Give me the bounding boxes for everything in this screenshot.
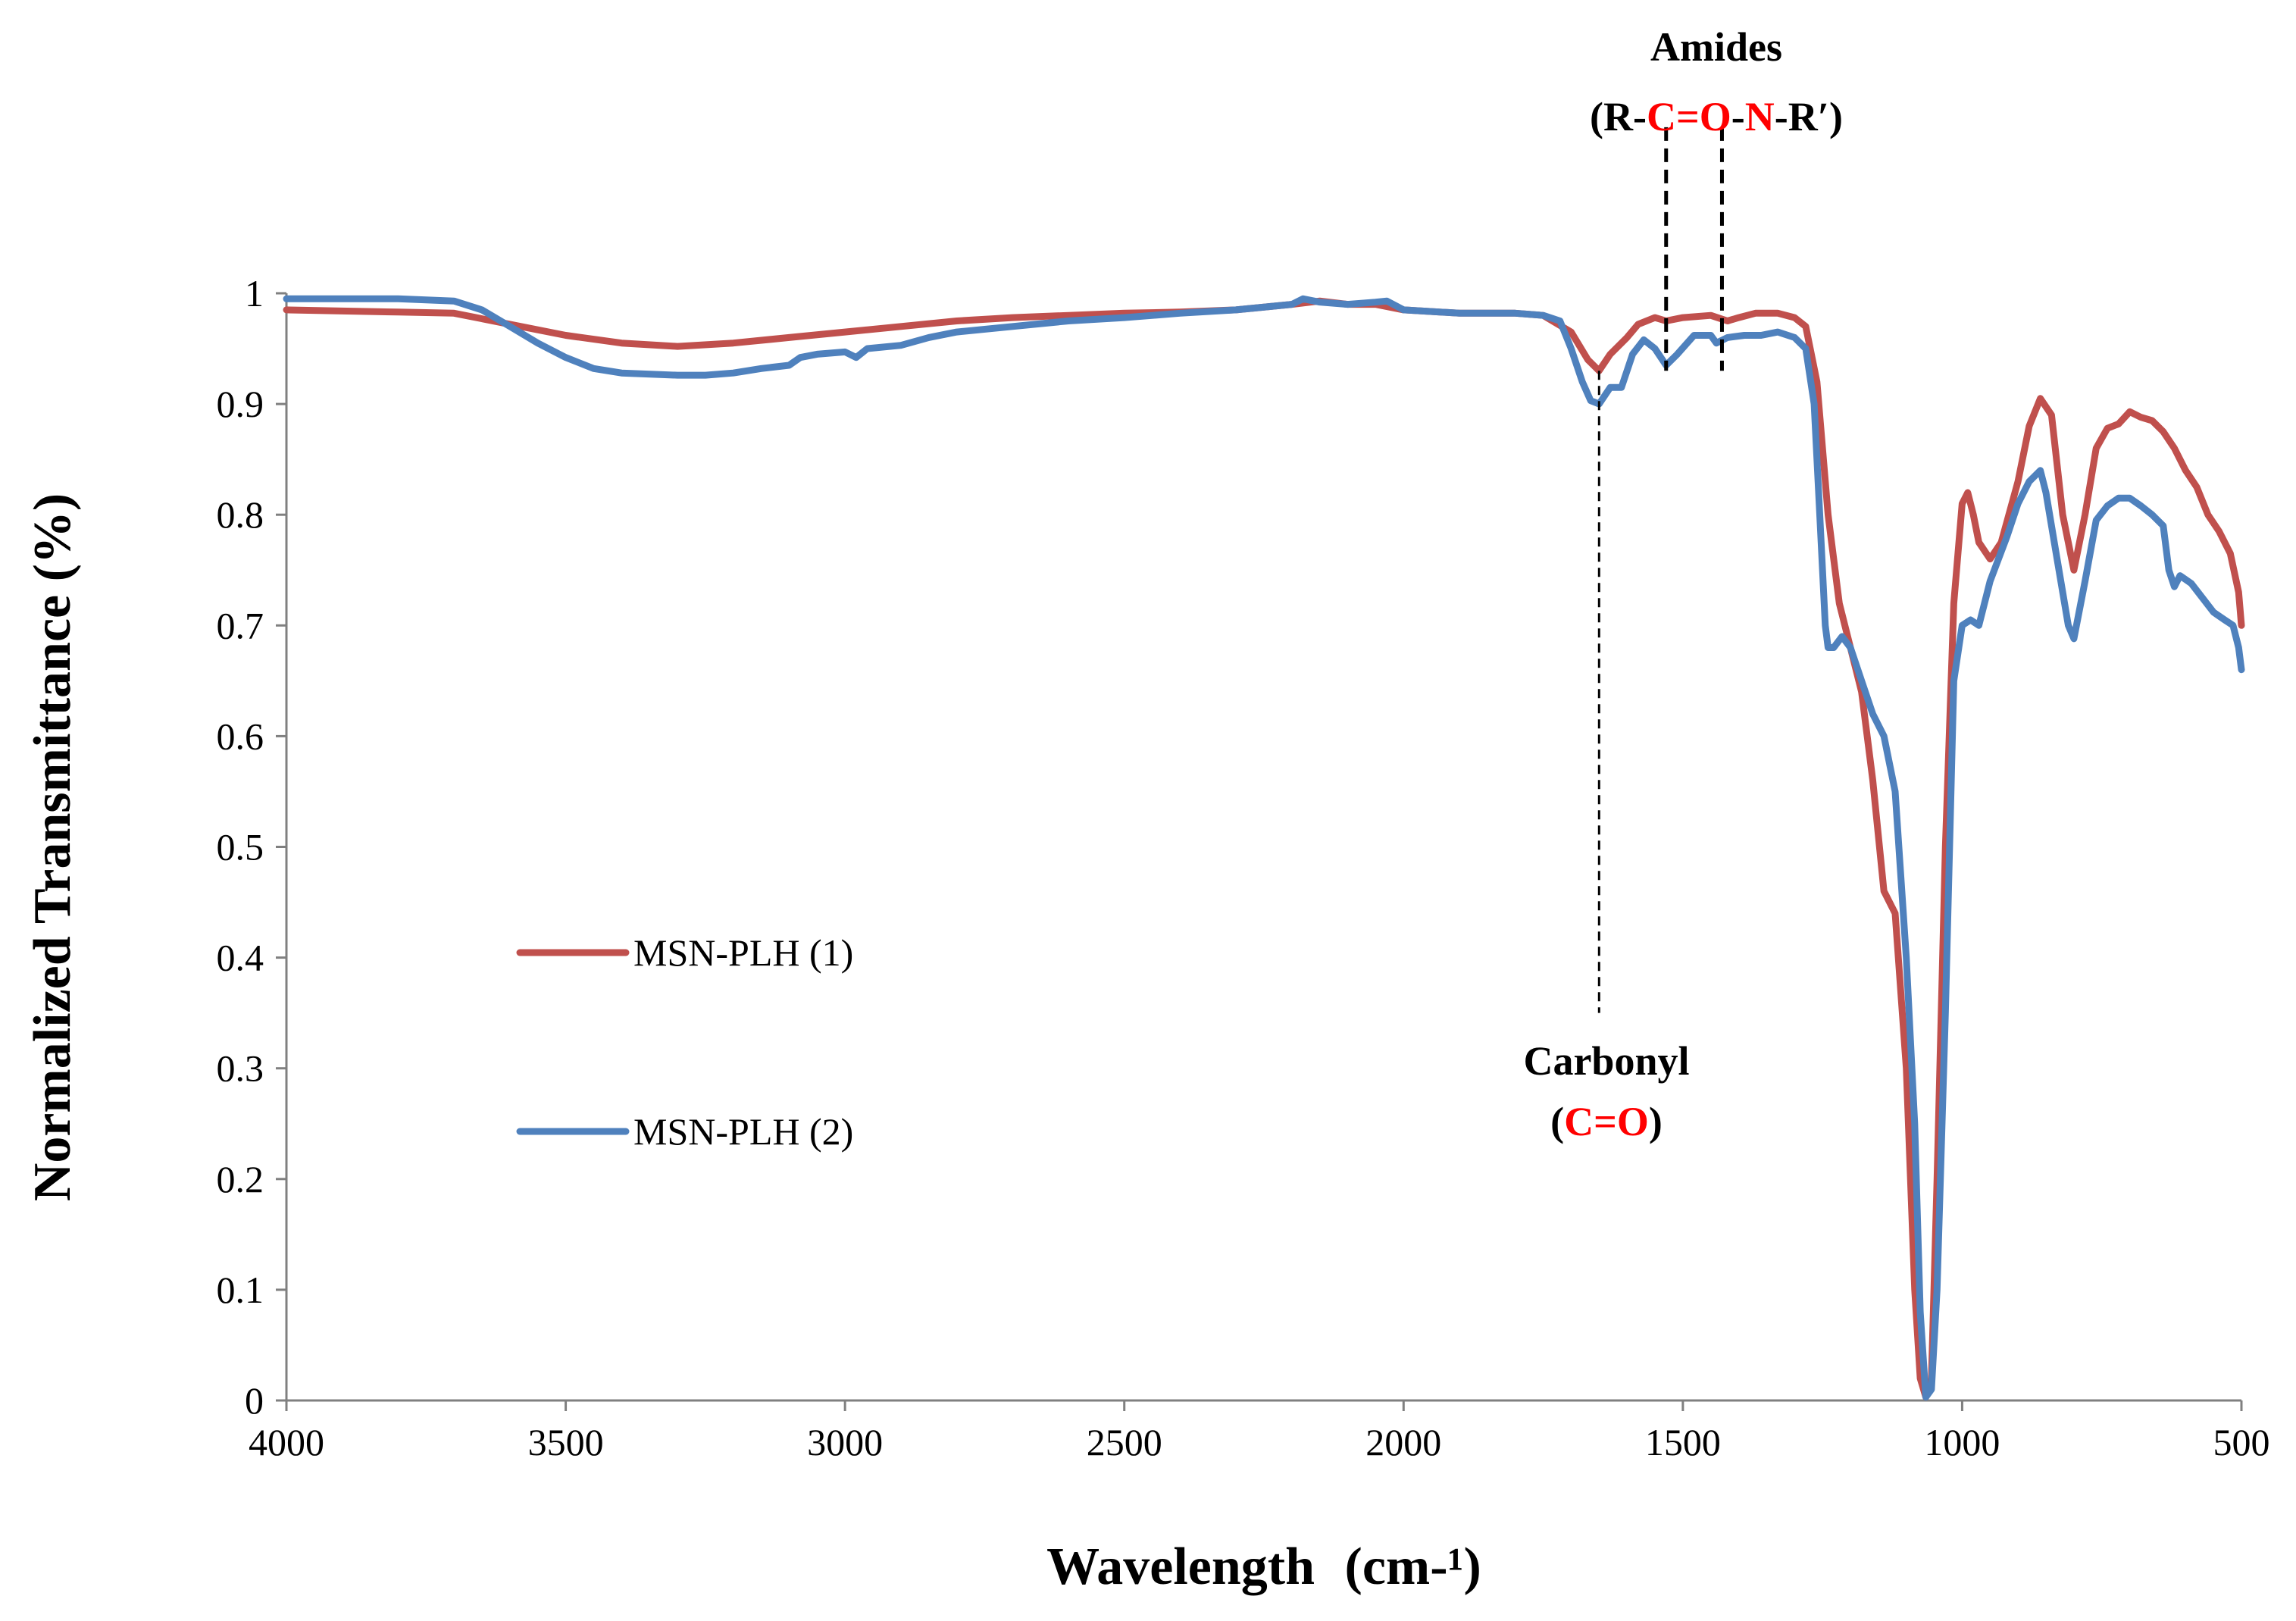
x-tick-label: 3500 — [528, 1421, 604, 1463]
y-tick-label: 0.5 — [217, 826, 264, 868]
carbonyl-formula-part: C=O — [1564, 1099, 1649, 1144]
y-tick-label: 0.4 — [217, 937, 264, 979]
x-tick-label: 500 — [2213, 1421, 2270, 1463]
amides-formula-part: -R′) — [1775, 94, 1843, 139]
amides-formula-part: - — [1731, 94, 1745, 139]
amides-formula-part: N — [1745, 94, 1775, 139]
y-tick-label: 0.3 — [217, 1047, 264, 1090]
x-tick-label: 4000 — [249, 1421, 324, 1463]
series-line-2 — [283, 295, 2245, 1401]
amides-formula: (R-C=O-N-R′) — [1590, 94, 1843, 139]
y-tick-group: 0 0.1 0.2 0.3 0.4 0.5 0.6 0.7 0.8 0.9 1 — [217, 272, 286, 1422]
y-tick-label: 0.1 — [217, 1269, 264, 1311]
x-tick-label: 3000 — [807, 1421, 883, 1463]
series-line-1 — [283, 297, 2245, 1401]
y-tick-label: 0.2 — [217, 1158, 264, 1200]
y-tick-label: 0.7 — [217, 604, 264, 646]
carbonyl-formula-part: ) — [1649, 1099, 1663, 1144]
legend-label-series-2: MSN-PLH (2) — [633, 1110, 853, 1153]
legend-label-series-1: MSN-PLH (1) — [633, 931, 853, 974]
y-tick-label: 0 — [245, 1379, 264, 1422]
y-axis-title: Normalized Transmittance (%) — [23, 493, 82, 1201]
y-tick-label: 0.8 — [217, 493, 264, 536]
annotation-carbonyl: Carbonyl (C=O) — [1523, 1038, 1689, 1144]
y-tick-label: 0.9 — [217, 383, 264, 425]
legend: MSN-PLH (1) MSN-PLH (2) — [516, 931, 853, 1153]
annotation-markers — [1597, 127, 1724, 1013]
x-axis-title: Wavelength (cm-¹) — [1046, 1538, 1481, 1596]
amides-title: Amides — [1650, 24, 1782, 70]
carbonyl-title: Carbonyl — [1523, 1038, 1689, 1084]
series-group — [283, 295, 2245, 1401]
x-axis-title-main: Wavelength — [1046, 1538, 1315, 1596]
amides-formula-part: (R- — [1590, 94, 1647, 139]
carbonyl-formula: (C=O) — [1550, 1099, 1663, 1144]
x-axis-title-unit: (cm-¹) — [1345, 1538, 1481, 1596]
x-tick-label: 1000 — [1924, 1421, 2000, 1463]
x-tick-label: 1500 — [1645, 1421, 1721, 1463]
x-tick-group: 4000 3500 3000 2500 2000 1500 1000 500 — [249, 1400, 2270, 1463]
x-tick-label: 2000 — [1365, 1421, 1441, 1463]
annotation-amides: Amides (R-C=O-N-R′) — [1590, 24, 1843, 139]
carbonyl-formula-part: ( — [1550, 1099, 1564, 1144]
x-tick-label: 2500 — [1087, 1421, 1162, 1463]
plot-area: 0 0.1 0.2 0.3 0.4 0.5 0.6 0.7 0.8 0.9 1 4000 3500 30… — [217, 127, 2270, 1463]
amides-formula-part: C=O — [1647, 94, 1731, 139]
y-tick-label: 1 — [245, 272, 264, 314]
y-tick-label: 0.6 — [217, 715, 264, 757]
